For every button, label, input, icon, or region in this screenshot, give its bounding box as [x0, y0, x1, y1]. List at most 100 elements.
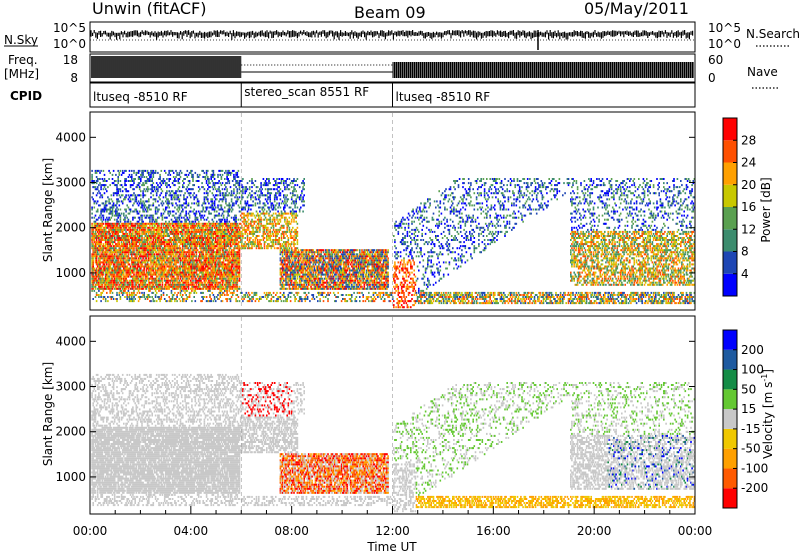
range-cell [195, 291, 198, 294]
range-cell [121, 230, 124, 233]
range-cell [205, 300, 208, 303]
range-cell [205, 198, 208, 201]
range-cell [155, 287, 158, 290]
range-cell [157, 241, 159, 244]
range-cell [200, 287, 202, 290]
range-cell [174, 243, 176, 246]
range-cell [216, 251, 218, 254]
range-cell [112, 182, 115, 185]
range-cell [136, 171, 139, 174]
range-cell [100, 218, 102, 221]
range-cell [190, 263, 192, 266]
range-cell [163, 228, 166, 231]
range-cell [234, 218, 236, 221]
range-cell [153, 198, 156, 201]
range-cell [128, 241, 131, 244]
range-cell [177, 259, 180, 262]
range-cell [187, 218, 190, 221]
range-cell [145, 232, 148, 235]
range-cell [228, 275, 231, 278]
range-cell [109, 212, 111, 215]
range-cell [213, 173, 216, 176]
range-cell [146, 226, 149, 229]
range-cell [226, 245, 228, 248]
range-cell [192, 222, 194, 225]
range-cell [109, 247, 111, 250]
range-cell [110, 194, 113, 197]
range-cell [143, 230, 145, 233]
range-cell [118, 287, 121, 290]
range-cell [140, 178, 142, 180]
range-cell [166, 226, 168, 229]
range-cell [230, 224, 233, 227]
range-cell [170, 202, 173, 205]
range-cell [169, 249, 172, 252]
range-cell [109, 261, 111, 264]
range-cell [146, 210, 149, 213]
range-cell [201, 283, 203, 286]
range-cell [233, 289, 235, 292]
range-cell [129, 287, 132, 290]
range-cell [166, 178, 168, 180]
range-cell [117, 208, 119, 211]
range-cell [155, 279, 158, 282]
range-cell [140, 247, 142, 250]
range-cell [207, 263, 209, 266]
range-cell [133, 226, 135, 229]
range-cell [102, 169, 105, 172]
range-cell [214, 287, 217, 290]
range-cell [233, 279, 235, 282]
range-cell [116, 206, 118, 209]
range-cell [220, 204, 223, 207]
range-cell [138, 210, 141, 213]
range-cell [134, 285, 136, 288]
range-cell [149, 178, 151, 180]
range-cell [179, 281, 182, 284]
range-cell [134, 241, 136, 244]
range-cell [92, 281, 94, 284]
range-cell [176, 296, 178, 298]
range-cell [220, 184, 223, 187]
range-cell [138, 285, 141, 288]
range-cell [137, 169, 140, 172]
range-cell [235, 294, 237, 296]
range-cell [106, 251, 108, 254]
range-cell [216, 281, 218, 284]
range-cell [182, 283, 184, 286]
noise-right-label: N.Search [746, 27, 800, 41]
range-cell [160, 188, 163, 191]
range-cell [169, 298, 172, 300]
range-cell [166, 287, 168, 290]
range-cell [176, 235, 178, 237]
range-cell [127, 194, 130, 197]
range-cell [172, 263, 175, 266]
range-cell [118, 239, 121, 241]
range-cell [124, 257, 126, 260]
range-cell [209, 257, 211, 260]
range-cell [203, 296, 206, 298]
range-cell [228, 263, 231, 266]
range-cell [214, 257, 217, 260]
range-cell [170, 269, 173, 272]
range-cell [111, 283, 114, 286]
range-cell [91, 287, 93, 290]
range-cell [94, 243, 97, 246]
range-cell [179, 214, 182, 217]
range-cell [148, 271, 150, 274]
range-cell [131, 291, 133, 294]
range-cell [115, 285, 117, 288]
range-cell [196, 279, 199, 282]
range-cell [212, 169, 215, 172]
range-cell [162, 287, 165, 290]
range-cell [203, 269, 206, 272]
range-cell [154, 281, 157, 284]
range-cell [213, 287, 216, 290]
range-cell [154, 247, 157, 250]
range-cell [128, 279, 131, 282]
range-cell [111, 259, 114, 262]
range-cell [182, 241, 184, 244]
range-cell [163, 230, 166, 233]
range-cell [175, 243, 177, 246]
range-cell [143, 222, 145, 225]
range-cell [98, 247, 100, 250]
